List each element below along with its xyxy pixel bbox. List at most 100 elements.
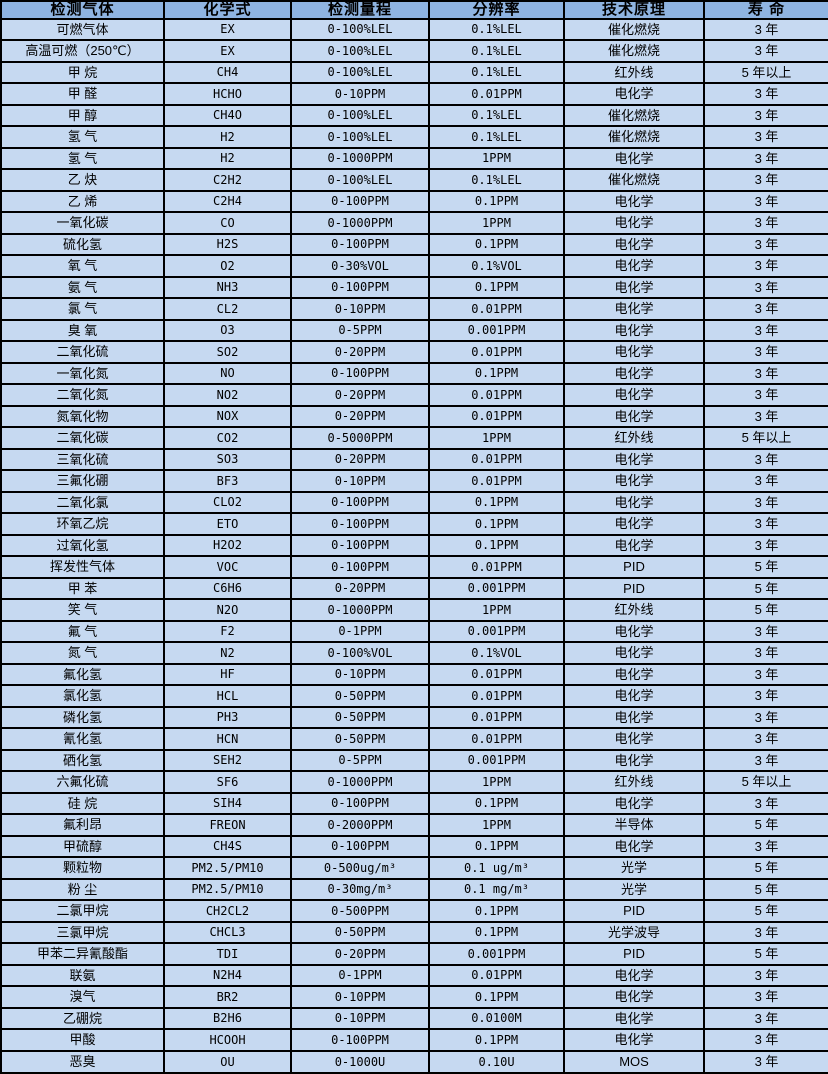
cell-resolution: 0.1PPM [428, 232, 565, 257]
table-row: 过氧化氢 H2O2 0-100PPM 0.1PPM 电化学 3 年 [0, 533, 828, 558]
cell-gas: 高温可燃（250℃） [0, 39, 165, 63]
cell-formula: SF6 [163, 770, 292, 794]
cell-range: 0-50PPM [290, 727, 430, 751]
cell-gas: 一氧化氮 [0, 361, 165, 386]
cell-range: 0-100PPM [290, 1028, 430, 1052]
cell-lifespan: 3 年 [703, 146, 828, 171]
table-row: 乙 炔 C2H2 0-100%LEL 0.1%LEL 催化燃烧 3 年 [0, 168, 828, 192]
cell-lifespan: 3 年 [703, 748, 828, 773]
cell-lifespan: 3 年 [703, 1049, 828, 1074]
cell-resolution: 0.1PPM [428, 533, 565, 558]
cell-range: 0-100PPM [290, 361, 430, 386]
cell-formula: NO2 [163, 383, 292, 407]
cell-resolution: 0.001PPM [428, 619, 565, 644]
cell-principle: 红外线 [563, 598, 705, 622]
cell-formula: PM2.5/PM10 [163, 856, 292, 880]
cell-range: 0-20PPM [290, 404, 430, 429]
cell-principle: 电化学 [563, 1028, 705, 1052]
table-row: 乙硼烷 B2H6 0-10PPM 0.0100M 电化学 3 年 [0, 1006, 828, 1031]
cell-formula: CH4O [163, 103, 292, 128]
cell-formula: PH3 [163, 705, 292, 730]
cell-range: 0-100%LEL [290, 17, 430, 42]
cell-range: 0-50PPM [290, 684, 430, 708]
cell-range: 0-10PPM [290, 297, 430, 321]
cell-resolution: 0.1PPM [428, 1028, 565, 1052]
cell-resolution: 0.1%LEL [428, 125, 565, 149]
header-row: 检测气体 化学式 检测量程 分辨率 技术原理寿 命 [0, 0, 828, 20]
cell-lifespan: 3 年 [703, 125, 828, 149]
cell-principle: 红外线 [563, 426, 705, 450]
cell-resolution: 0.001PPM [428, 748, 565, 773]
cell-gas: 三氧化硫 [0, 447, 165, 472]
table-row: 氢 气 H2 0-100%LEL 0.1%LEL 催化燃烧 3 年 [0, 125, 828, 149]
table-row: 笑 气 N2O 0-1000PPM 1PPM 红外线 5 年 [0, 598, 828, 622]
table-row: 溴气 BR2 0-10PPM 0.1PPM 电化学 3 年 [0, 985, 828, 1009]
cell-formula: CHCL3 [163, 920, 292, 945]
cell-resolution: 0.1%LEL [428, 17, 565, 42]
cell-lifespan: 3 年 [703, 705, 828, 730]
table-row: 甲 烷 CH4 0-100%LEL 0.1%LEL 红外线 5 年以上 [0, 60, 828, 85]
cell-principle: 催化燃烧 [563, 125, 705, 149]
column-header-lifespan: 寿 命 [703, 0, 828, 20]
cell-resolution: 0.1%LEL [428, 168, 565, 192]
table-row: 二氧化氮 NO2 0-20PPM 0.01PPM 电化学 3 年 [0, 383, 828, 407]
cell-resolution: 1PPM [428, 770, 565, 794]
cell-formula: H2O2 [163, 533, 292, 558]
cell-principle: PID [563, 942, 705, 966]
table-row: 联氨 N2H4 0-1PPM 0.01PPM 电化学 3 年 [0, 963, 828, 988]
cell-gas: 硒化氢 [0, 748, 165, 773]
cell-lifespan: 3 年 [703, 1028, 828, 1052]
table-row: 氰化氢 HCN 0-50PPM 0.01PPM 电化学 3 年 [0, 727, 828, 751]
cell-lifespan: 3 年 [703, 211, 828, 235]
cell-resolution: 0.01PPM [428, 404, 565, 429]
cell-principle: MOS [563, 1049, 705, 1074]
cell-principle: 电化学 [563, 404, 705, 429]
cell-range: 0-30%VOL [290, 254, 430, 278]
cell-gas: 二氧化硫 [0, 340, 165, 364]
cell-formula: H2 [163, 146, 292, 171]
cell-resolution: 1PPM [428, 426, 565, 450]
cell-gas: 氨 气 [0, 275, 165, 300]
cell-formula: HCL [163, 684, 292, 708]
cell-formula: SO3 [163, 447, 292, 472]
cell-gas: 硫化氢 [0, 232, 165, 257]
table-row: 硫化氢 H2S 0-100PPM 0.1PPM 电化学 3 年 [0, 232, 828, 257]
cell-principle: 半导体 [563, 813, 705, 837]
cell-gas: 颗粒物 [0, 856, 165, 880]
table-row: 颗粒物 PM2.5/PM10 0-500ug/m³ 0.1 ug/m³ 光学 5 年 [0, 856, 828, 880]
cell-gas: 六氟化硫 [0, 770, 165, 794]
cell-range: 0-100%LEL [290, 125, 430, 149]
cell-resolution: 0.01PPM [428, 340, 565, 364]
cell-formula: F2 [163, 619, 292, 644]
table-row: 乙 烯 C2H4 0-100PPM 0.1PPM 电化学 3 年 [0, 189, 828, 214]
cell-principle: 红外线 [563, 770, 705, 794]
cell-principle: 催化燃烧 [563, 17, 705, 42]
cell-gas: 磷化氢 [0, 705, 165, 730]
cell-formula: CH4S [163, 834, 292, 859]
cell-range: 0-500PPM [290, 899, 430, 923]
cell-formula: CH4 [163, 60, 292, 85]
cell-formula: NOX [163, 404, 292, 429]
cell-resolution: 0.01PPM [428, 963, 565, 988]
cell-lifespan: 3 年 [703, 469, 828, 493]
cell-range: 0-100%VOL [290, 641, 430, 665]
cell-gas: 氮氧化物 [0, 404, 165, 429]
cell-principle: 电化学 [563, 447, 705, 472]
cell-range: 0-100%LEL [290, 168, 430, 192]
cell-formula: OU [163, 1049, 292, 1074]
cell-lifespan: 5 年以上 [703, 60, 828, 85]
cell-resolution: 0.01PPM [428, 727, 565, 751]
cell-gas: 氟 气 [0, 619, 165, 644]
cell-formula: HCOOH [163, 1028, 292, 1052]
cell-range: 0-20PPM [290, 447, 430, 472]
cell-resolution: 0.1PPM [428, 189, 565, 214]
cell-lifespan: 3 年 [703, 340, 828, 364]
cell-principle: 电化学 [563, 834, 705, 859]
cell-gas: 恶臭 [0, 1049, 165, 1074]
cell-lifespan: 5 年 [703, 899, 828, 923]
cell-formula: CO2 [163, 426, 292, 450]
cell-gas: 甲 烷 [0, 60, 165, 85]
cell-lifespan: 3 年 [703, 985, 828, 1009]
cell-gas: 过氧化氢 [0, 533, 165, 558]
table-row: 磷化氢 PH3 0-50PPM 0.01PPM 电化学 3 年 [0, 705, 828, 730]
